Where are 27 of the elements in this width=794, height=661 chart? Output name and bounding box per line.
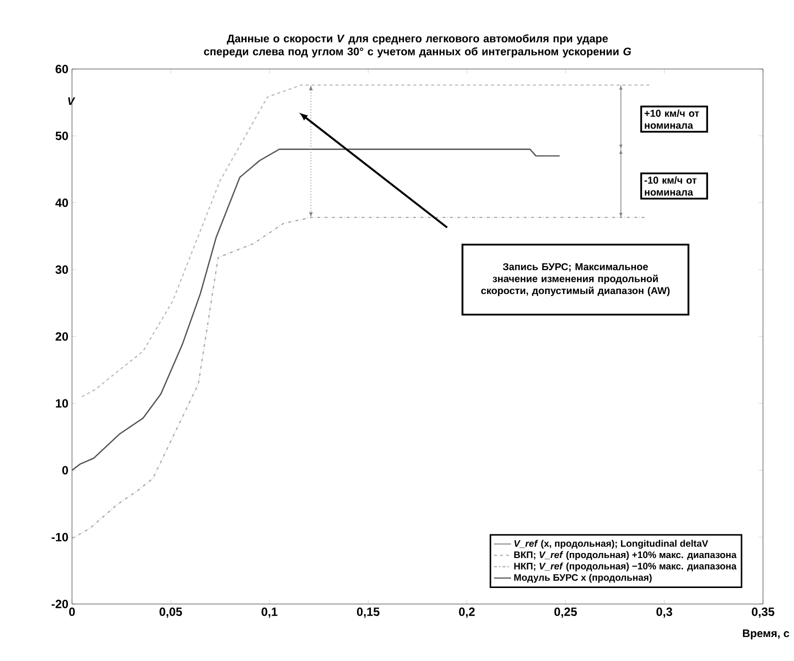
y-axis-title: V: [68, 97, 76, 105]
x-tick-label: 0,1: [262, 608, 278, 618]
annotation: -10 км/ч от номинала: [644, 176, 697, 196]
x-tick-label: 0,15: [356, 608, 380, 618]
y-tick-label: 60: [56, 64, 68, 74]
x-tick-label: 0,05: [160, 608, 182, 618]
legend-label: Модуль БУРС x (продольная): [514, 574, 652, 583]
y-tick-label: 50: [56, 132, 68, 140]
y-tick-label: 20: [56, 332, 68, 341]
x-tick-label: 0,3: [656, 608, 672, 618]
chart-title: Данные о скорости V для среднего легкового автомобиля при ударе спереди слева под углом 30° с учетом данных об интегральном ускорении G: [204, 34, 632, 58]
y-tick-label: 10: [56, 399, 68, 408]
legend-label: ВКП; V_ref (продольная) +10% макс. диапазона: [514, 551, 737, 560]
legend-label: НКП; V_ref (продольная) −10% макс. диапазона: [514, 562, 737, 572]
y-tick-label: 30: [55, 265, 68, 274]
y-tick-label: -20: [52, 600, 68, 608]
annotation: Запись БУРС; Максимальное значение изменения продольной скорости, допустимый диапазон (AW): [481, 263, 670, 296]
y-tick-label: -10: [52, 532, 68, 542]
x-tick-label: 0,35: [752, 608, 774, 618]
y-tick-label: 0: [62, 466, 68, 474]
annotation: +10 км/ч от номинала: [644, 110, 700, 129]
x-tick-label: 0,2: [459, 608, 475, 618]
y-tick-label: 40: [55, 198, 68, 207]
x-tick-label: 0,25: [554, 608, 577, 618]
x-axis-title: Время, с: [742, 630, 790, 640]
x-tick-label: 0: [69, 608, 75, 616]
legend-label: V_ref (x, продольная); Longitudinal deltaV: [514, 540, 708, 549]
